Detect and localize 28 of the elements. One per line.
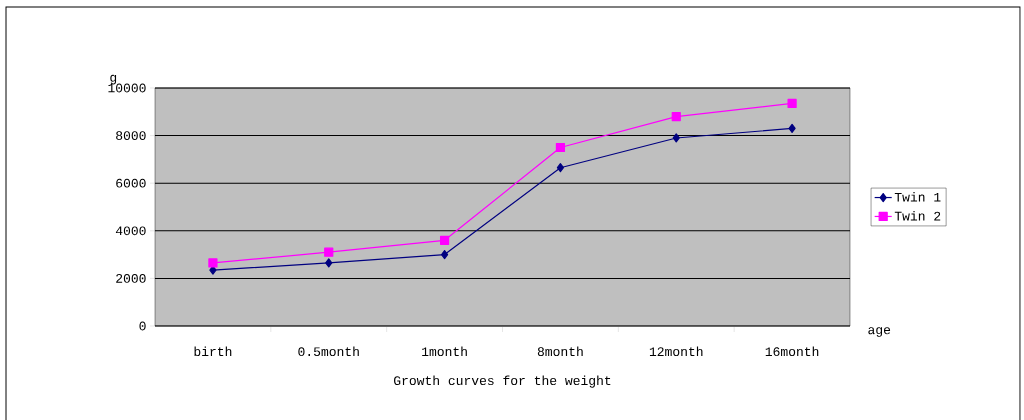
legend-label: Twin 1 [894, 192, 941, 202]
point [325, 258, 333, 268]
point [439, 235, 450, 245]
y-tick-label: 0 [139, 321, 146, 331]
x-tick-label: birth [194, 346, 232, 357]
x-tick-label: 1month [422, 346, 467, 357]
point [555, 142, 566, 153]
y-tick-label: 8000 [116, 131, 146, 141]
y-tick-label: 4000 [115, 226, 146, 236]
text: Growth curves for the weight [394, 375, 611, 388]
y-tick-label: 6000 [116, 178, 146, 188]
x-tick-label: 16month [765, 346, 819, 357]
point [324, 247, 334, 257]
point [440, 250, 449, 260]
point [208, 258, 218, 268]
point [787, 98, 797, 109]
x-axis-title: age [868, 327, 891, 337]
x-tick-label: 0.5month [298, 346, 359, 357]
x-tick-label: 8month [537, 346, 583, 357]
point [788, 123, 796, 134]
y-axis-title: g [110, 74, 117, 85]
legend-label: Twin 2 [894, 210, 941, 221]
y-tick-label: 10000 [108, 83, 146, 93]
point [556, 163, 565, 173]
point [671, 111, 681, 122]
point [672, 133, 680, 143]
x-tick-label: 12month [649, 346, 703, 357]
y-tick-label: 2000 [116, 273, 146, 283]
